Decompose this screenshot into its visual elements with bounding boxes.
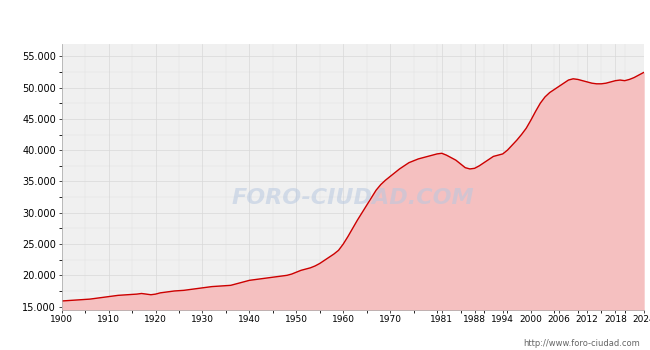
Text: http://www.foro-ciudad.com: http://www.foro-ciudad.com [523, 339, 640, 348]
Text: FORO-CIUDAD.COM: FORO-CIUDAD.COM [231, 188, 474, 208]
Text: Vila-real (Municipio) - Evolucion del numero de Habitantes: Vila-real (Municipio) - Evolucion del nu… [131, 14, 519, 27]
